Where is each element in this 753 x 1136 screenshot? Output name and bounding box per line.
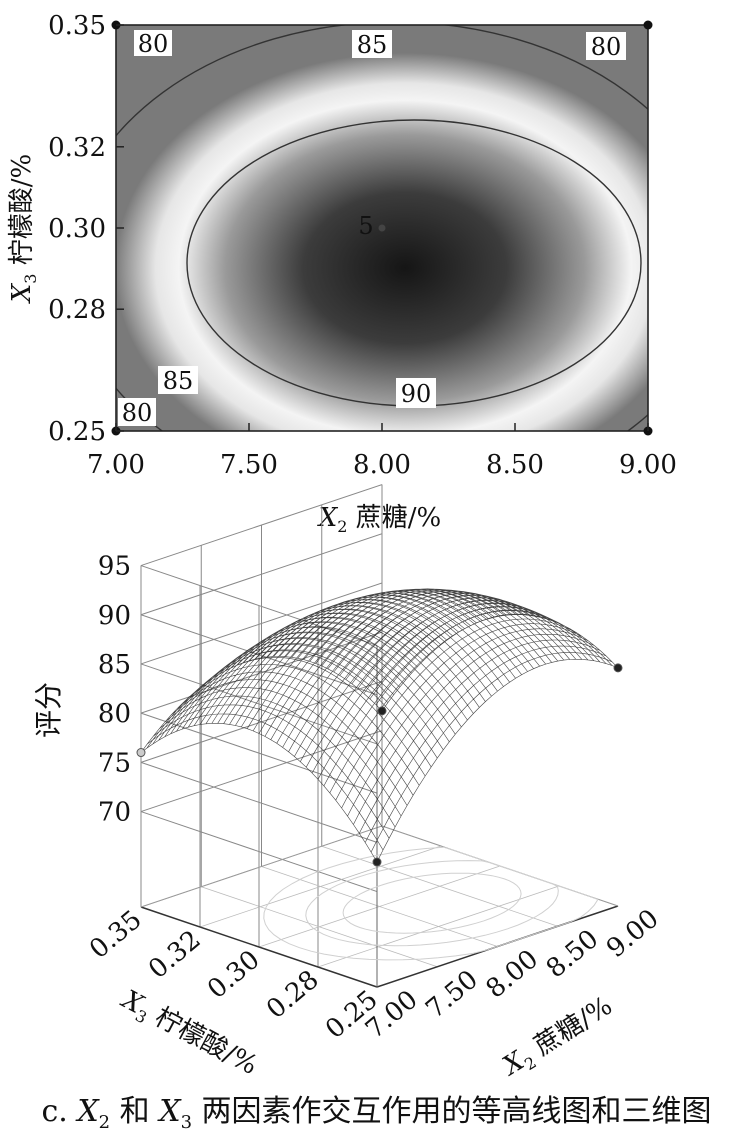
x-tick-label: 7.50: [220, 450, 278, 480]
design-point-3d: [136, 748, 146, 758]
z-tick-label: 70: [98, 798, 131, 828]
response-surface-mesh: [140, 588, 619, 863]
contour-label: 80: [138, 30, 169, 58]
contour-label: 85: [163, 367, 194, 395]
axis-x3: [140, 906, 378, 988]
x3-tick-label: 0.35: [84, 905, 148, 965]
caption-var-1: X: [77, 1094, 99, 1129]
design-point-3d: [372, 857, 382, 867]
z-tick-label: 90: [98, 601, 131, 631]
floor-line-v: [321, 845, 558, 927]
x2-tick-label: 8.00: [481, 944, 545, 1004]
contour-label-85-top: 85: [352, 30, 392, 59]
floor-contour: [263, 846, 599, 961]
x2-tick-label: 9.00: [601, 904, 665, 964]
x-tick-label: 8.50: [486, 450, 544, 480]
floor-line-v: [261, 866, 498, 947]
design-point-3d: [377, 706, 387, 716]
surface-floor-contours: [263, 846, 599, 961]
contour-label: 80: [122, 399, 153, 427]
y-tick-label: 0.35: [48, 11, 106, 41]
contour-y-axis-label: X3 柠檬酸/%: [7, 154, 40, 304]
surface-x2-axis-label: X2 蔗糖/%: [496, 991, 619, 1085]
figure-caption: c. X2 和 X3 两因素作交互作用的等高线图和三维图: [0, 1086, 753, 1133]
x-tick-label: 9.00: [619, 450, 677, 480]
z-tick-label: 85: [98, 650, 131, 680]
caption-sub-2: 3: [180, 1112, 193, 1133]
contour-label-80-bl: 80: [118, 398, 156, 427]
x3-tick-label: 0.28: [261, 965, 325, 1025]
contour-label: 80: [591, 33, 622, 61]
surface-z-axis-label: 评分: [32, 682, 65, 738]
contour-label: 90: [401, 380, 432, 408]
z-tick-label: 95: [98, 552, 131, 582]
y-tick-label: 0.32: [48, 133, 106, 163]
z-tick-label: 75: [98, 748, 131, 778]
surface-x3-axis-label: X3 柠檬酸/%: [114, 984, 262, 1084]
x3-tick-label: 0.32: [143, 925, 207, 985]
contour-label-80-tr: 80: [586, 32, 626, 61]
x3-tick-label: 0.30: [202, 945, 266, 1005]
x2-tick-label: 8.50: [541, 924, 605, 984]
contour-label: 85: [357, 31, 388, 59]
contour-label-90-bottom: 90: [396, 378, 436, 408]
y-tick-label: 0.30: [48, 214, 106, 244]
y-tick-label: 0.28: [48, 295, 106, 325]
caption-sub-1: 2: [98, 1112, 111, 1133]
floor-contour: [305, 860, 559, 947]
caption-suffix: 两因素作交互作用的等高线图和三维图: [192, 1094, 712, 1129]
design-point: [378, 224, 386, 232]
design-point-3d: [613, 663, 623, 673]
design-point-count-label: 5: [358, 212, 373, 240]
caption-var-2: X: [159, 1094, 181, 1129]
surface-wireframe: [140, 588, 619, 863]
caption-mid: 和: [110, 1094, 160, 1129]
contour-label-80-tl: 80: [134, 30, 172, 58]
design-points: [111, 20, 653, 436]
contour-label-85-bl: 85: [158, 366, 198, 395]
contour-x-axis-label: X2 蔗糖/%: [317, 503, 441, 536]
surface-box: 70 75 80 85 90 95: [98, 484, 619, 988]
x-tick-label: 7.00: [87, 450, 145, 480]
design-point: [643, 20, 653, 30]
y-tick-label: 0.25: [48, 417, 106, 447]
x2-tick-label: 7.50: [420, 965, 484, 1025]
floor-contour: [342, 872, 522, 934]
floor-edge: [140, 825, 383, 908]
z-tick-label: 80: [98, 699, 131, 729]
floor-line-u: [199, 845, 442, 928]
caption-prefix: c.: [41, 1094, 78, 1129]
x-tick-label: 8.00: [353, 450, 411, 480]
contour-plot: 80 85 80 85 80 90 5: [7, 11, 677, 536]
